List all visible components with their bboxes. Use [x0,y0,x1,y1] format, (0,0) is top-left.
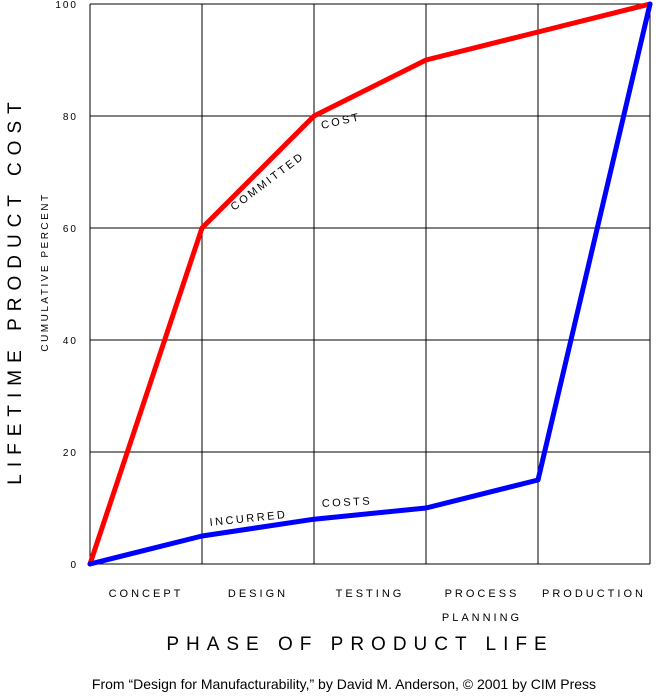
incurred-costs-label-2: COSTS [322,495,373,510]
x-axis-title: PHASE OF PRODUCT LIFE [166,634,553,655]
y-axis-ticks: 0 20 40 60 80 100 [55,0,78,571]
y-tick-label: 80 [63,112,78,123]
category-label: PROCESS [445,588,520,600]
committed-cost-label-2: COST [320,111,362,132]
x-axis-categories: CONCEPT DESIGN TESTING PROCESS PLANNING PRODU… [109,588,646,624]
y-tick-label: 60 [63,224,78,235]
y-tick-label: 20 [63,448,78,459]
grid [89,3,651,565]
category-label: TESTING [336,588,405,600]
source-credit: From “Design for Manufacturability,” by … [92,676,596,692]
committed-cost-line [87,1,653,567]
y-axis-subtitle: CUMULATIVE PERCENT [40,192,51,351]
y-tick-label: 100 [55,0,78,11]
incurred-costs-line [87,1,653,567]
category-label: DESIGN [228,588,288,600]
category-label: PLANNING [442,612,522,624]
series [87,1,653,567]
y-tick-label: 40 [63,336,78,347]
category-label: PRODUCTION [542,588,646,600]
y-axis-title: LIFETIME PRODUCT COST [5,95,26,484]
incurred-costs-label-word-2: COSTS [322,495,373,510]
y-tick-label: 0 [70,560,78,571]
category-label: CONCEPT [109,588,184,600]
committed-cost-label-word-2: COST [320,111,362,132]
